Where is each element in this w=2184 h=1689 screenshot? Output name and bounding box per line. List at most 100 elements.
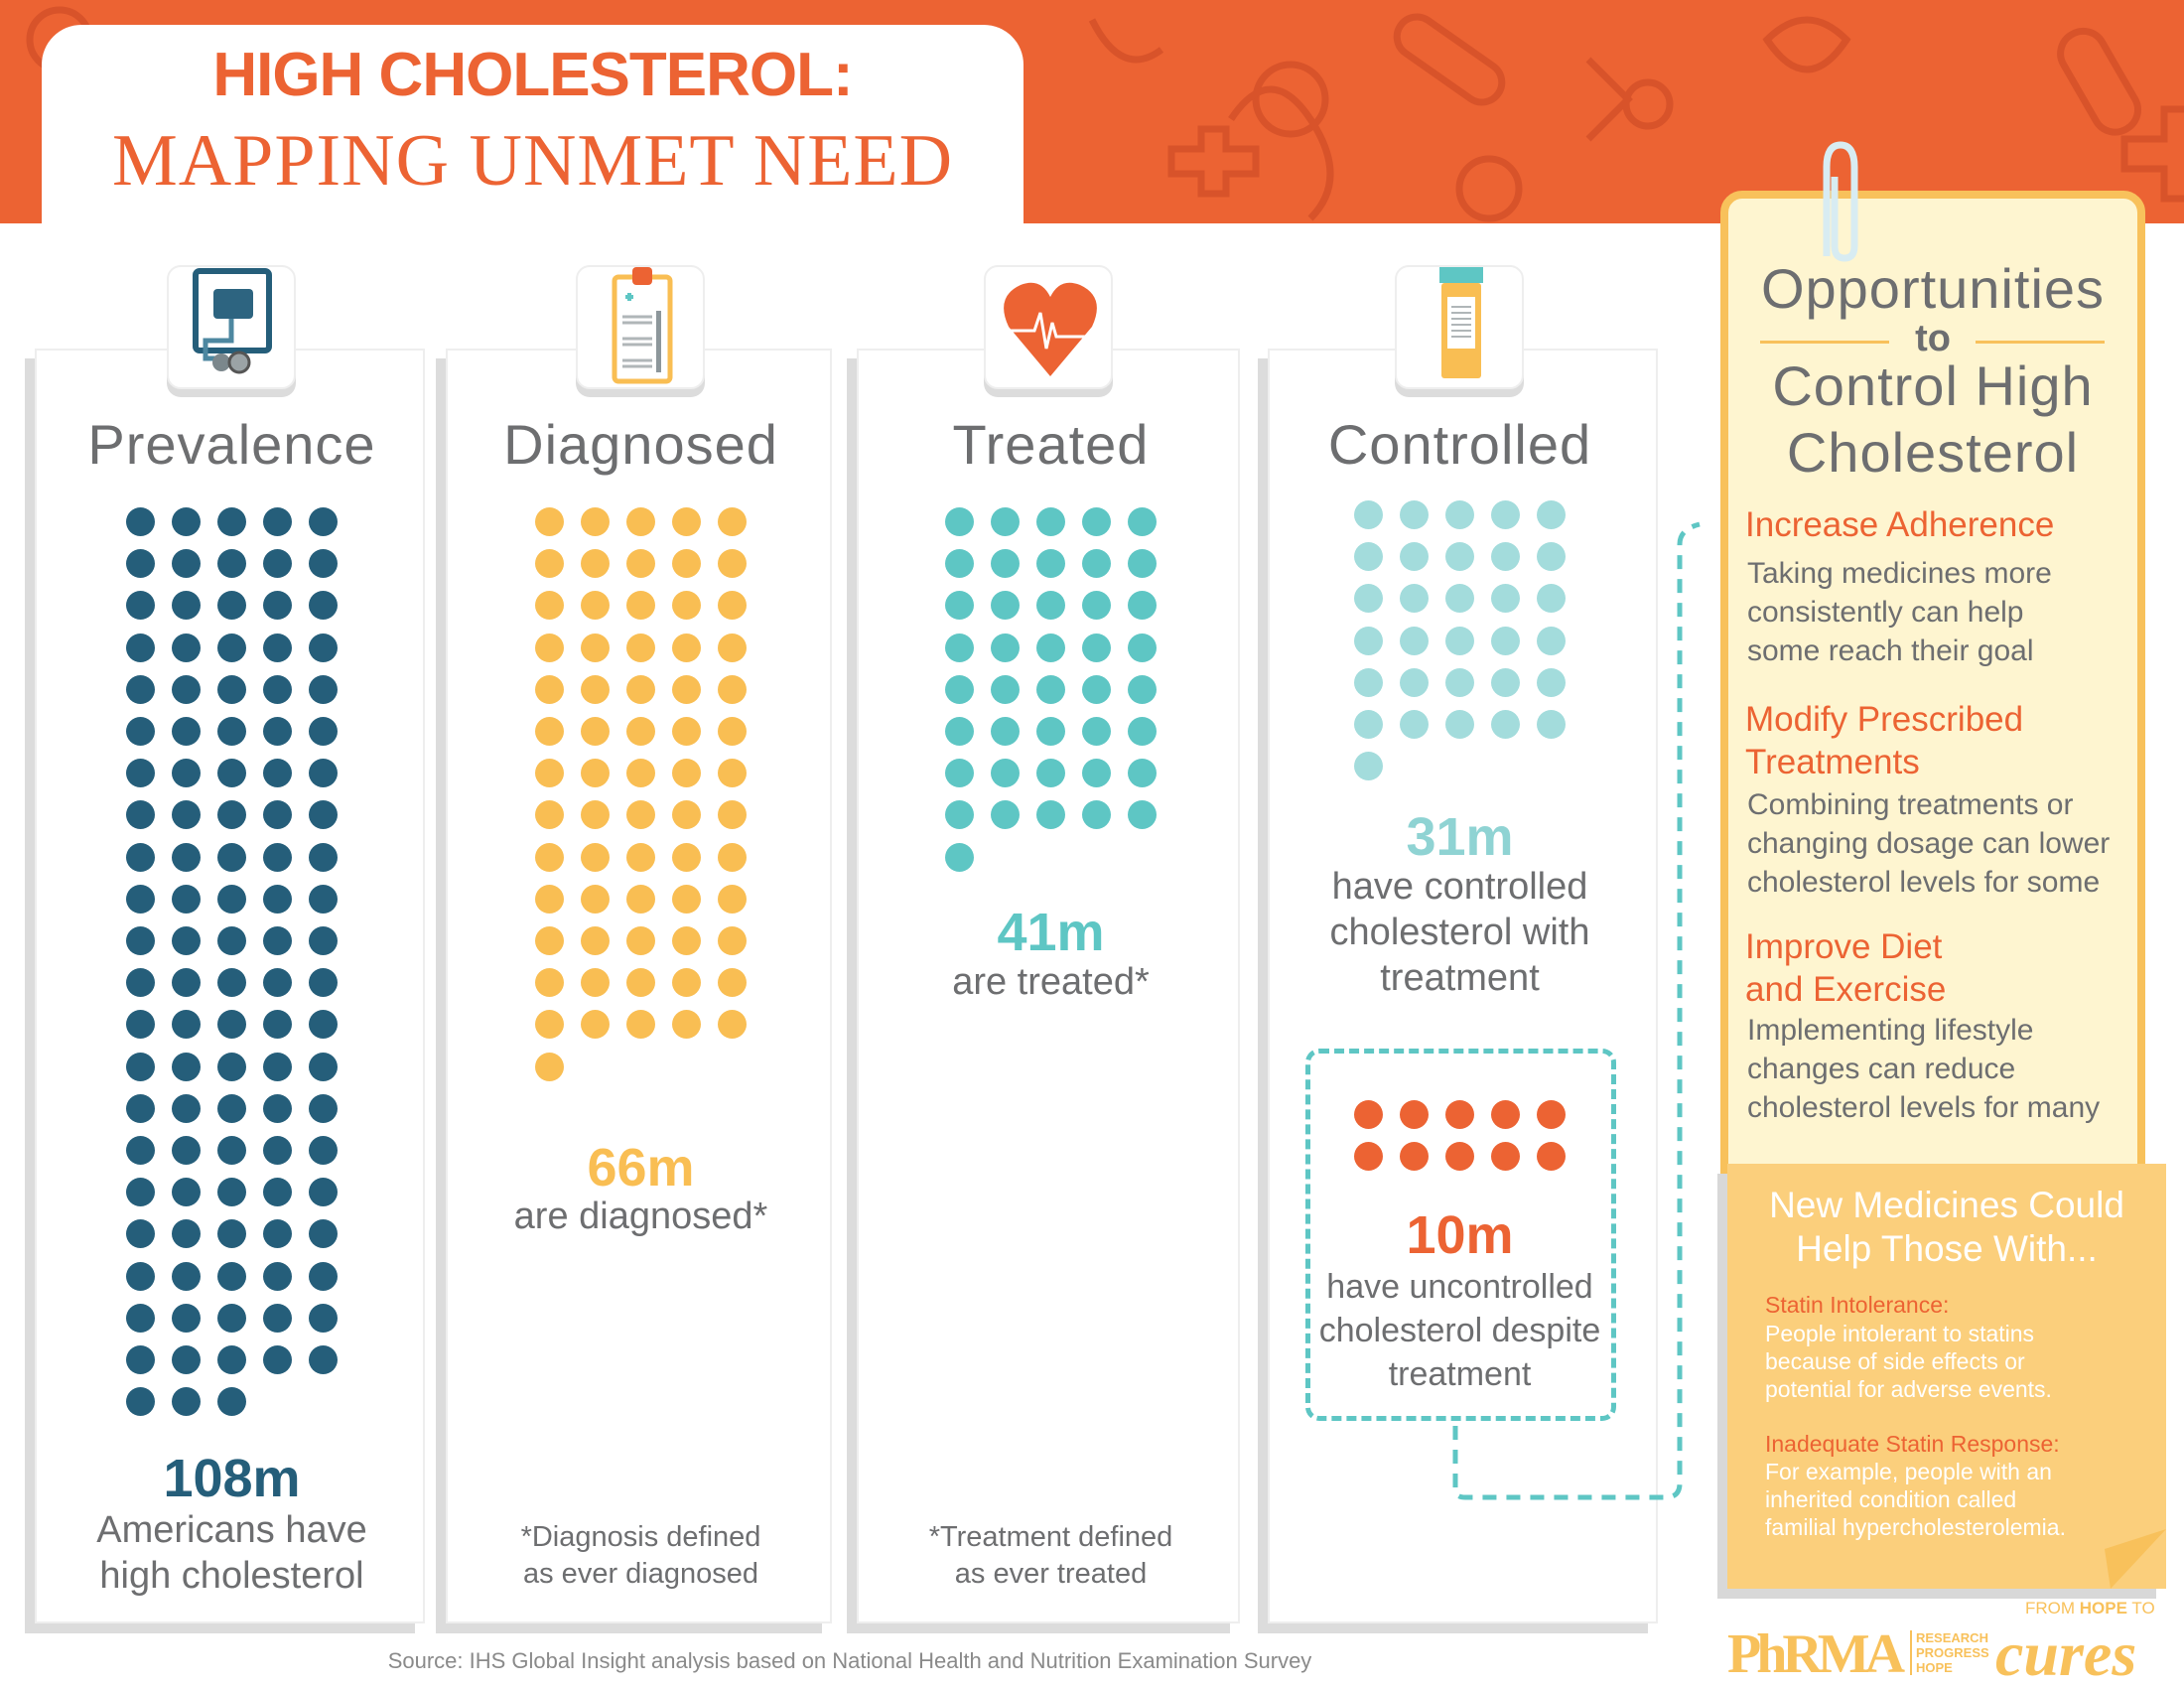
person-dot	[1491, 542, 1520, 572]
person-dot	[535, 717, 564, 746]
person-dot	[172, 1093, 201, 1123]
person-dot	[309, 1136, 338, 1165]
person-dot	[172, 549, 201, 579]
person-dot	[263, 1261, 292, 1291]
body-line: potential for adverse events.	[1765, 1376, 2052, 1402]
person-dot	[126, 1261, 155, 1291]
person-dot	[263, 1010, 292, 1040]
person-dot	[991, 507, 1020, 536]
person-dot	[581, 1010, 610, 1040]
person-dot	[217, 1387, 246, 1417]
source-note: Source: IHS Global Insight analysis base…	[387, 1648, 1312, 1673]
person-dot	[718, 507, 747, 536]
person-dot	[626, 507, 655, 536]
person-dot	[535, 968, 564, 998]
person-dot	[1082, 633, 1111, 662]
person-dot	[945, 759, 974, 788]
description-line: high cholesterol	[99, 1555, 364, 1597]
paperclip-icon	[1823, 141, 1858, 262]
person-dot	[309, 1052, 338, 1081]
opportunities-title-line3: Cholesterol	[1786, 421, 2080, 484]
person-dot	[126, 800, 155, 830]
opportunities-title-line2: Control High	[1772, 354, 2094, 417]
person-dot	[126, 507, 155, 536]
person-dot	[535, 674, 564, 704]
person-dot	[126, 968, 155, 998]
person-dot	[1445, 626, 1474, 655]
new-medicines-note	[1727, 1164, 2166, 1589]
description-line: are diagnosed*	[513, 1196, 768, 1237]
person-dot	[309, 1303, 338, 1333]
person-dot	[535, 759, 564, 788]
prevalence-heading: Prevalence	[87, 413, 376, 476]
person-dot	[718, 591, 747, 621]
person-dot	[1036, 507, 1065, 536]
person-dot	[263, 507, 292, 536]
title-divider-right	[1976, 341, 2105, 344]
person-dot	[945, 842, 974, 872]
person-dot	[1400, 1142, 1429, 1172]
person-dot	[626, 1010, 655, 1040]
blood-pressure-monitor-icon	[167, 265, 296, 389]
person-dot	[581, 717, 610, 746]
person-dot	[1128, 759, 1157, 788]
body-line: because of side effects or	[1765, 1348, 2025, 1374]
person-dot	[672, 1010, 701, 1040]
person-dot	[581, 591, 610, 621]
person-dot	[217, 968, 246, 998]
description-line: are treated*	[952, 961, 1150, 1003]
person-dot	[263, 884, 292, 914]
person-dot	[172, 800, 201, 830]
person-dot	[1082, 759, 1111, 788]
person-dot	[263, 926, 292, 955]
person-dot	[1445, 500, 1474, 529]
person-dot	[126, 633, 155, 662]
person-dot	[626, 842, 655, 872]
person-dot	[581, 968, 610, 998]
person-dot	[581, 884, 610, 914]
person-dot	[535, 884, 564, 914]
person-dot	[1445, 710, 1474, 739]
person-dot	[991, 633, 1020, 662]
body-line: cholesterol levels for some	[1747, 866, 2101, 899]
person-dot	[126, 1093, 155, 1123]
person-dot	[581, 842, 610, 872]
footnote-line: *Treatment defined	[928, 1521, 1173, 1553]
person-dot	[1082, 591, 1111, 621]
statin-intolerance-body: People intolerant to statins because of …	[1765, 1320, 2152, 1403]
diagnosed-value: 66m	[587, 1138, 695, 1197]
person-dot	[1537, 584, 1566, 614]
body-line: inherited condition called	[1765, 1486, 2017, 1512]
person-dot	[309, 507, 338, 536]
person-dot	[991, 800, 1020, 830]
person-dot	[1400, 542, 1429, 572]
person-dot	[263, 759, 292, 788]
person-dot	[126, 1052, 155, 1081]
description-line: treatment	[1388, 1355, 1532, 1393]
person-dot	[1400, 667, 1429, 697]
person-dot	[126, 674, 155, 704]
person-dot	[172, 1010, 201, 1040]
person-dot	[535, 633, 564, 662]
description-line: Americans have	[96, 1509, 367, 1551]
uncontrolled-dashed-box	[1305, 1049, 1616, 1421]
person-dot	[126, 759, 155, 788]
person-dot	[263, 842, 292, 872]
person-dot	[718, 800, 747, 830]
diagnosed-heading: Diagnosed	[503, 413, 778, 476]
person-dot	[172, 1261, 201, 1291]
person-dot	[217, 1052, 246, 1081]
person-dot	[1082, 674, 1111, 704]
description-line: have controlled	[1331, 866, 1588, 908]
body-line: Taking medicines more	[1747, 557, 2052, 590]
opportunity-heading: Increase Adherence	[1745, 503, 2054, 546]
person-dot	[1354, 1142, 1383, 1172]
person-dot	[217, 633, 246, 662]
person-dot	[1491, 710, 1520, 739]
person-dot	[718, 968, 747, 998]
person-dot	[126, 1219, 155, 1249]
person-dot	[945, 800, 974, 830]
person-dot	[217, 884, 246, 914]
person-dot	[1491, 500, 1520, 529]
person-dot	[263, 1303, 292, 1333]
